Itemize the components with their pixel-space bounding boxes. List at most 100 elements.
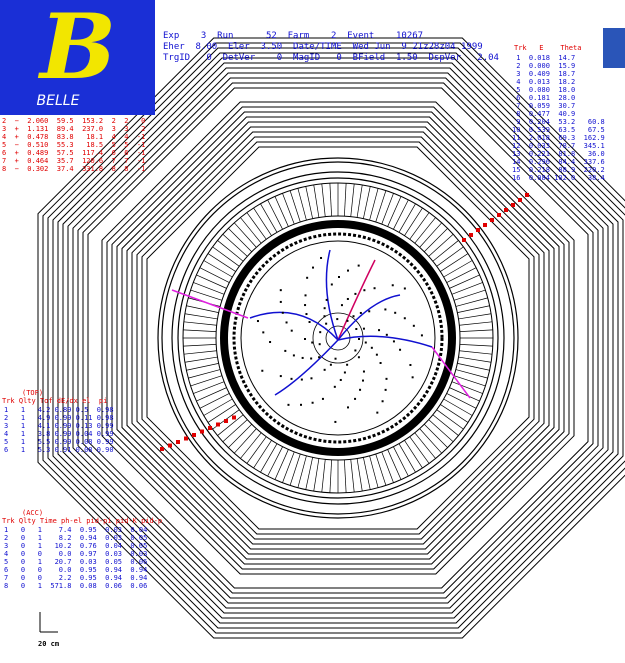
hit	[305, 313, 307, 315]
track-row: 8 − 0.302 37.4 331.8 8 8 -1	[2, 165, 145, 173]
cluster-hit	[160, 447, 164, 451]
hit	[280, 375, 282, 377]
hit	[347, 298, 349, 300]
cluster-hit	[469, 233, 473, 237]
hit	[319, 343, 321, 345]
cluster-row: 15 0.218 88.9 220.2	[512, 166, 605, 174]
cluster-hit	[476, 228, 480, 232]
hit	[380, 362, 382, 364]
track-row: 7 + 0.464 35.7 120.6 7 7 -1	[2, 157, 145, 165]
hit	[280, 301, 282, 303]
cluster-hit	[483, 223, 487, 227]
hit	[304, 338, 306, 340]
acc-row: 3 0 1 10.2 0.76 0.04 0.05	[4, 542, 147, 550]
hit	[305, 294, 307, 296]
track-row: 3 + 1.131 89.4 237.0 3 3 2	[2, 125, 145, 133]
hit	[319, 331, 321, 333]
acc-title: (ACC)	[22, 509, 43, 517]
cluster-row: 4 0.013 18.2	[512, 78, 575, 86]
cluster-row: 14 0.296 84.4 337.6	[512, 158, 605, 166]
hit	[382, 400, 384, 402]
hit	[331, 283, 333, 285]
hit	[306, 277, 308, 279]
hit	[404, 317, 406, 319]
cluster-hit	[216, 423, 220, 427]
hit	[412, 376, 414, 378]
acc-row: 4 0 0 0.0 0.97 0.03 0.03	[4, 550, 147, 558]
event-display: B BELLE Exp 3 Run 52 Farm 2 Event 10267E…	[0, 0, 625, 663]
hit	[347, 406, 349, 408]
scale-label: 20 cm	[38, 640, 59, 648]
hit	[287, 404, 289, 406]
logo-text: BELLE	[37, 93, 80, 109]
hit	[365, 342, 367, 344]
cluster-hit	[525, 193, 529, 197]
hit	[393, 340, 395, 342]
hit	[293, 354, 295, 356]
hit	[358, 338, 360, 340]
hit	[286, 321, 288, 323]
cluster-hit	[200, 430, 204, 434]
cluster-row: 13 0.221 81.8 36.0	[512, 150, 605, 158]
hit	[280, 289, 282, 291]
hit	[324, 369, 326, 371]
hit	[311, 342, 313, 344]
hit	[368, 310, 370, 312]
hit	[385, 389, 387, 391]
hit	[344, 371, 346, 373]
hit	[358, 265, 360, 267]
cluster-row: 12 0.033 78.7 345.1	[512, 142, 605, 150]
hit	[394, 312, 396, 314]
logo-mark: B	[37, 0, 116, 100]
tof-row: 4 1 3.8 0.99 0.04 0.99	[4, 430, 114, 438]
hit	[421, 334, 423, 336]
cluster-row: 6 0.181 28.0	[512, 94, 575, 102]
cluster-hit	[176, 440, 180, 444]
hit	[338, 276, 340, 278]
hit	[304, 304, 306, 306]
cluster-row: 10 0.539 63.5 67.5	[512, 126, 605, 134]
tof-title: (TOF)	[22, 389, 43, 397]
hit	[336, 318, 338, 320]
cluster-row: 9 0.204 53.2 60.8	[512, 118, 605, 126]
hit	[335, 358, 337, 360]
hit	[323, 315, 325, 317]
hit	[354, 398, 356, 400]
hit	[334, 421, 336, 423]
hit	[392, 284, 394, 286]
hit	[399, 349, 401, 351]
acc-row: 8 0 1 571.8 0.08 0.06 0.06	[4, 582, 147, 590]
hit	[376, 354, 378, 356]
header-line: Exp 3 Run 52 Farm 2 Event 10267	[163, 31, 423, 41]
hit	[376, 412, 378, 414]
tof-row: 6 1 5.3 0.91 0.08 0.90	[4, 446, 114, 454]
hit	[282, 312, 284, 314]
corner-tab	[603, 28, 625, 68]
hit	[363, 328, 365, 330]
header-line: TrgID 0 DetVer 0 MagID 0 BField 1.50 Dsp…	[163, 53, 499, 63]
hit	[302, 357, 304, 359]
tof-row: 2 1 4.9 0.99 0.11 0.98	[4, 414, 114, 422]
hit	[291, 330, 293, 332]
hit	[269, 341, 271, 343]
hit	[291, 378, 293, 380]
cluster-hit	[224, 419, 228, 423]
track-row: 4 + 0.478 83.8 18.1 4 4 -1	[2, 133, 145, 141]
hit	[324, 307, 326, 309]
track-row: 2 − 2.060 59.5 153.2 2 2 0	[2, 117, 145, 125]
hit	[312, 402, 314, 404]
hit	[284, 350, 286, 352]
track-row: 5 − 0.510 55.3 18.5 5 5 -1	[2, 141, 145, 149]
cluster-hit	[232, 416, 236, 420]
acc-row: 2 0 1 8.2 0.94 0.03 0.05	[4, 534, 147, 542]
hit	[257, 320, 259, 322]
acc-row: 5 0 1 20.7 0.03 0.05 0.06	[4, 558, 147, 566]
hit	[325, 323, 327, 325]
header-line: Eher 8.00 Eler 3.50 Date/TIME Wed Jun 9 …	[163, 42, 483, 52]
hit	[385, 378, 387, 380]
hit	[359, 389, 361, 391]
acc-header: Trk Qlty Time ph-el pid-pi pid-K pid-p	[2, 517, 162, 525]
cluster-row: 7 0.059 30.7	[512, 102, 575, 110]
cluster-row: 8 0.477 40.9	[512, 110, 575, 118]
hit	[362, 380, 364, 382]
